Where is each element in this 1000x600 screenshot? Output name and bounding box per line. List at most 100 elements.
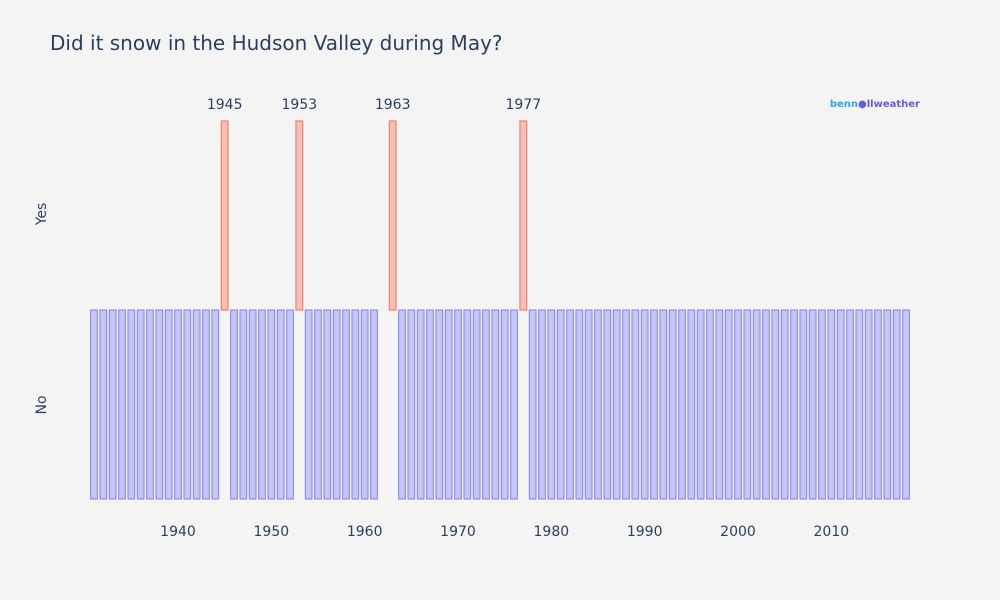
bar-no-2006 <box>790 309 798 500</box>
x-tick-label-1980: 1980 <box>534 524 570 540</box>
bar-no-1980 <box>547 309 556 500</box>
bar-no-1972 <box>472 309 481 500</box>
bar-no-1956 <box>323 309 332 500</box>
bar-no-1970 <box>454 309 462 500</box>
bar-no-1992 <box>659 309 668 500</box>
bar-no-1938 <box>155 309 164 500</box>
bar-no-1966 <box>416 309 425 500</box>
x-tick-label-1950: 1950 <box>254 524 290 540</box>
bar-no-2014 <box>864 309 873 500</box>
bar-no-1999 <box>724 309 733 500</box>
bar-no-1996 <box>696 309 705 500</box>
x-tick-label-1960: 1960 <box>347 524 383 540</box>
bar-no-1990 <box>640 309 649 500</box>
watermark-text-a: benn <box>830 99 858 110</box>
bar-no-1998 <box>715 309 724 500</box>
bar-no-1940 <box>174 309 182 500</box>
annotations-group: 1945 1953 1963 1977 <box>207 97 541 113</box>
bar-no-1981 <box>556 309 565 500</box>
y-category-label-yes: Yes <box>34 203 50 227</box>
bar-no-1946 <box>230 309 238 500</box>
bar-no-2005 <box>780 309 789 500</box>
bar-no-1965 <box>407 309 416 500</box>
bar-no-1986 <box>603 309 612 500</box>
bar-no-2009 <box>818 309 826 500</box>
bar-no-1943 <box>202 309 210 500</box>
bar-no-1961 <box>370 309 378 500</box>
bar-no-2016 <box>883 309 892 500</box>
x-tick-label-1970: 1970 <box>440 524 476 540</box>
bar-no-1991 <box>650 309 658 500</box>
x-tick-label-1990: 1990 <box>627 524 663 540</box>
bar-no-1997 <box>706 309 714 500</box>
y-category-label-no: No <box>34 395 50 414</box>
bar-no-1958 <box>342 309 350 500</box>
bar-no-1967 <box>426 309 434 500</box>
bar-no-2013 <box>855 309 864 500</box>
bar-no-1968 <box>435 309 444 500</box>
bar-no-1941 <box>183 309 192 500</box>
annotation-label-1953: 1953 <box>282 97 318 113</box>
annotation-label-1945: 1945 <box>207 97 243 113</box>
bar-no-1975 <box>500 309 509 500</box>
bar-no-1976 <box>510 309 518 500</box>
bar-no-2017 <box>892 309 901 500</box>
watermark-text-b: llweather <box>867 99 920 110</box>
x-tick-label-1940: 1940 <box>160 524 196 540</box>
bar-no-1935 <box>127 309 136 500</box>
annotation-label-1977: 1977 <box>506 97 542 113</box>
bar-no-2015 <box>874 309 882 500</box>
bar-no-1993 <box>668 309 677 500</box>
bar-no-1948 <box>248 309 257 500</box>
bar-no-1982 <box>566 309 574 500</box>
bar-yes-1963 <box>388 120 397 311</box>
bar-no-1959 <box>351 309 360 500</box>
watermark-logo: benn●llweather <box>830 99 920 110</box>
bar-no-1989 <box>631 309 640 500</box>
bar-no-1974 <box>491 309 500 500</box>
bar-no-2010 <box>827 309 836 500</box>
bar-no-2018 <box>902 309 910 500</box>
bar-no-2000 <box>734 309 742 500</box>
bar-yes-1945 <box>220 120 229 311</box>
bar-no-1932 <box>99 309 108 500</box>
annotation-label-1963: 1963 <box>375 97 411 113</box>
bar-no-2002 <box>752 309 761 500</box>
bar-no-1944 <box>211 309 220 500</box>
bar-no-2008 <box>808 309 817 500</box>
x-tick-label-2000: 2000 <box>720 524 756 540</box>
bar-no-1934 <box>118 309 126 500</box>
bar-no-1988 <box>622 309 630 500</box>
bar-no-1973 <box>482 309 490 500</box>
bar-yes-1953 <box>295 120 304 311</box>
bar-no-1978 <box>528 309 537 500</box>
bar-no-1937 <box>146 309 154 500</box>
bar-no-1954 <box>304 309 313 500</box>
bar-no-2003 <box>762 309 770 500</box>
chart-title: Did it snow in the Hudson Valley during … <box>50 31 503 55</box>
bar-no-1994 <box>678 309 686 500</box>
bar-no-1936 <box>136 309 145 500</box>
bar-no-1984 <box>584 309 593 500</box>
bar-no-2001 <box>743 309 752 500</box>
bar-no-1979 <box>538 309 546 500</box>
bar-no-1987 <box>612 309 621 500</box>
bar-no-2011 <box>836 309 845 500</box>
bar-no-1985 <box>594 309 602 500</box>
bar-no-1949 <box>258 309 266 500</box>
bar-no-1933 <box>108 309 117 500</box>
bar-no-2007 <box>799 309 808 500</box>
bar-no-2004 <box>771 309 780 500</box>
bar-no-1951 <box>276 309 285 500</box>
x-axis-tick-labels: 1940 1950 1960 1970 1980 1990 2000 2010 <box>160 524 849 540</box>
bar-no-2012 <box>846 309 854 500</box>
bar-no-1952 <box>286 309 294 500</box>
bar-yes-1977 <box>519 120 528 311</box>
bar-no-1971 <box>463 309 472 500</box>
bar-no-1942 <box>192 309 201 500</box>
bar-no-1950 <box>267 309 276 500</box>
bar-no-1964 <box>398 309 406 500</box>
bar-no-1931 <box>90 309 98 500</box>
